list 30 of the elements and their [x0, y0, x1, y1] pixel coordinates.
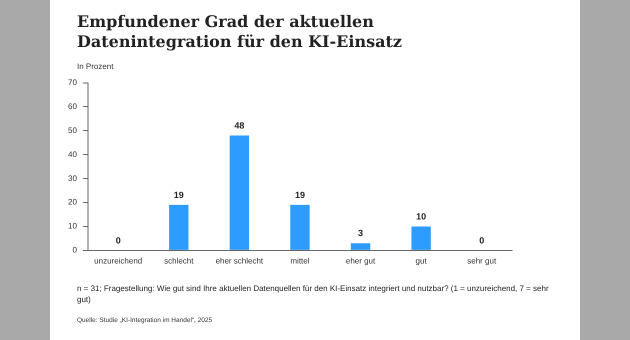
data-label: 10 — [416, 211, 426, 222]
bar — [230, 135, 250, 250]
x-tick-label: sehr gut — [467, 256, 497, 266]
x-tick-label: schlecht — [164, 256, 194, 266]
x-tick-label: unzureichend — [94, 256, 142, 266]
bar — [169, 204, 188, 250]
y-axis-title: In Prozent — [77, 62, 114, 71]
y-tick-label: 50 — [68, 126, 78, 135]
bar — [290, 204, 310, 250]
y-tick-label: 20 — [68, 198, 78, 207]
x-tick-label: eher gut — [346, 256, 376, 266]
text: n = 31; Fragestellung: Wie gut sind Ihre aktuellen Datenquellen für den KI-Einsatz integriert und nutzbar? (1 = unzureichend, 7 = sehr gut) — [77, 283, 550, 305]
data-label: 0 — [116, 235, 121, 246]
chart-title: Empfundener Grad der aktuellen Datenintegration für den KI-Einsatz — [77, 12, 403, 52]
data-label: 48 — [234, 120, 244, 130]
bar — [350, 243, 370, 250]
y-tick-label: 70 — [68, 78, 78, 88]
y-tick-label: 0 — [72, 246, 78, 255]
data-label: 0 — [479, 235, 484, 246]
y-tick-label: 30 — [68, 174, 78, 183]
x-tick-label: mittel — [290, 256, 310, 266]
y-tick-label: 10 — [68, 222, 78, 231]
data-label: 19 — [294, 190, 305, 200]
x-tick-label: gut — [416, 256, 428, 266]
x-tick-label: eher schlecht — [216, 256, 264, 266]
data-label: 19 — [174, 190, 184, 200]
y-tick-label: 40 — [68, 150, 78, 159]
bar — [411, 226, 431, 250]
data-label: 3 — [358, 228, 364, 238]
y-tick-label: 60 — [68, 102, 78, 111]
